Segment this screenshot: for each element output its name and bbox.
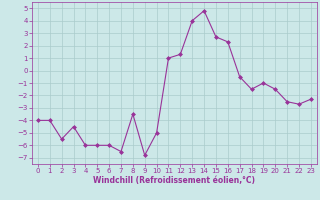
- X-axis label: Windchill (Refroidissement éolien,°C): Windchill (Refroidissement éolien,°C): [93, 176, 255, 185]
